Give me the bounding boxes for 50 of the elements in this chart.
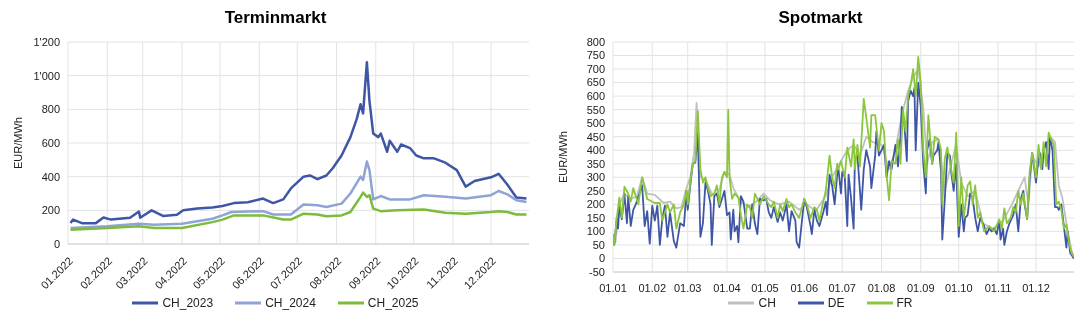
- y-tick-label: 350: [586, 157, 605, 170]
- y-tick-label: 600: [586, 90, 605, 103]
- y-tick-label: 500: [586, 117, 605, 130]
- legend-label: CH_2023: [161, 296, 214, 310]
- y-tick-label: 0: [598, 252, 605, 265]
- y-tick-label: 550: [586, 103, 605, 116]
- y-axis-title: EUR/MWh: [11, 117, 24, 169]
- y-tick-label: 250: [586, 184, 605, 197]
- x-tick-label: 01.12: [1022, 282, 1050, 294]
- y-tick-label: 100: [586, 225, 605, 238]
- legend-label: CH_2024: [264, 296, 316, 310]
- line-series: [69, 160, 528, 230]
- y-tick-label: 300: [586, 171, 605, 184]
- x-tick-label: 01.01: [599, 282, 627, 294]
- x-tick-label: 01.07: [828, 282, 856, 294]
- y-tick-label: 50: [592, 238, 605, 251]
- y-tick-label: 800: [41, 103, 60, 116]
- x-tick-label: 01.08: [867, 282, 896, 294]
- y-tick-label: 1'200: [33, 35, 60, 48]
- x-tick-label: 01.05: [751, 282, 779, 294]
- y-tick-label: 700: [586, 62, 605, 75]
- chart-title: Spotmarkt: [777, 8, 864, 29]
- y-axis-title: EUR/MWh: [556, 131, 569, 183]
- x-tick-label: 01.02: [638, 282, 667, 294]
- x-tick-label: 01.09: [906, 282, 935, 294]
- x-tick-label: 01.06: [790, 282, 818, 294]
- line-series: [69, 191, 528, 231]
- legend-label: DE: [826, 296, 845, 310]
- y-tick-label: 1'000: [33, 69, 60, 82]
- x-tick-label: 01.03: [673, 282, 702, 294]
- x-tick-label: 01.11: [984, 282, 1012, 294]
- line-series: [69, 60, 528, 225]
- y-tick-label: 750: [586, 49, 605, 62]
- y-tick-label: 450: [586, 130, 605, 143]
- x-tick-label: 01.10: [944, 282, 973, 294]
- y-tick-label: 400: [586, 144, 605, 157]
- y-tick-label: 0: [53, 237, 60, 250]
- legend-label: CH: [757, 296, 776, 310]
- y-tick-label: 200: [586, 198, 605, 211]
- y-tick-label: 400: [41, 170, 60, 183]
- x-tick-label: 01.04: [713, 282, 741, 294]
- chart-title: Terminmarkt: [223, 8, 328, 29]
- legend-label: CH_2025: [366, 296, 419, 310]
- y-tick-label: 600: [41, 136, 60, 149]
- y-tick-label: -50: [589, 265, 605, 278]
- y-tick-label: 650: [586, 76, 605, 89]
- legend-label: FR: [895, 296, 913, 310]
- y-tick-label: 800: [586, 35, 605, 48]
- y-tick-label: 150: [586, 211, 605, 224]
- y-tick-label: 200: [41, 204, 60, 217]
